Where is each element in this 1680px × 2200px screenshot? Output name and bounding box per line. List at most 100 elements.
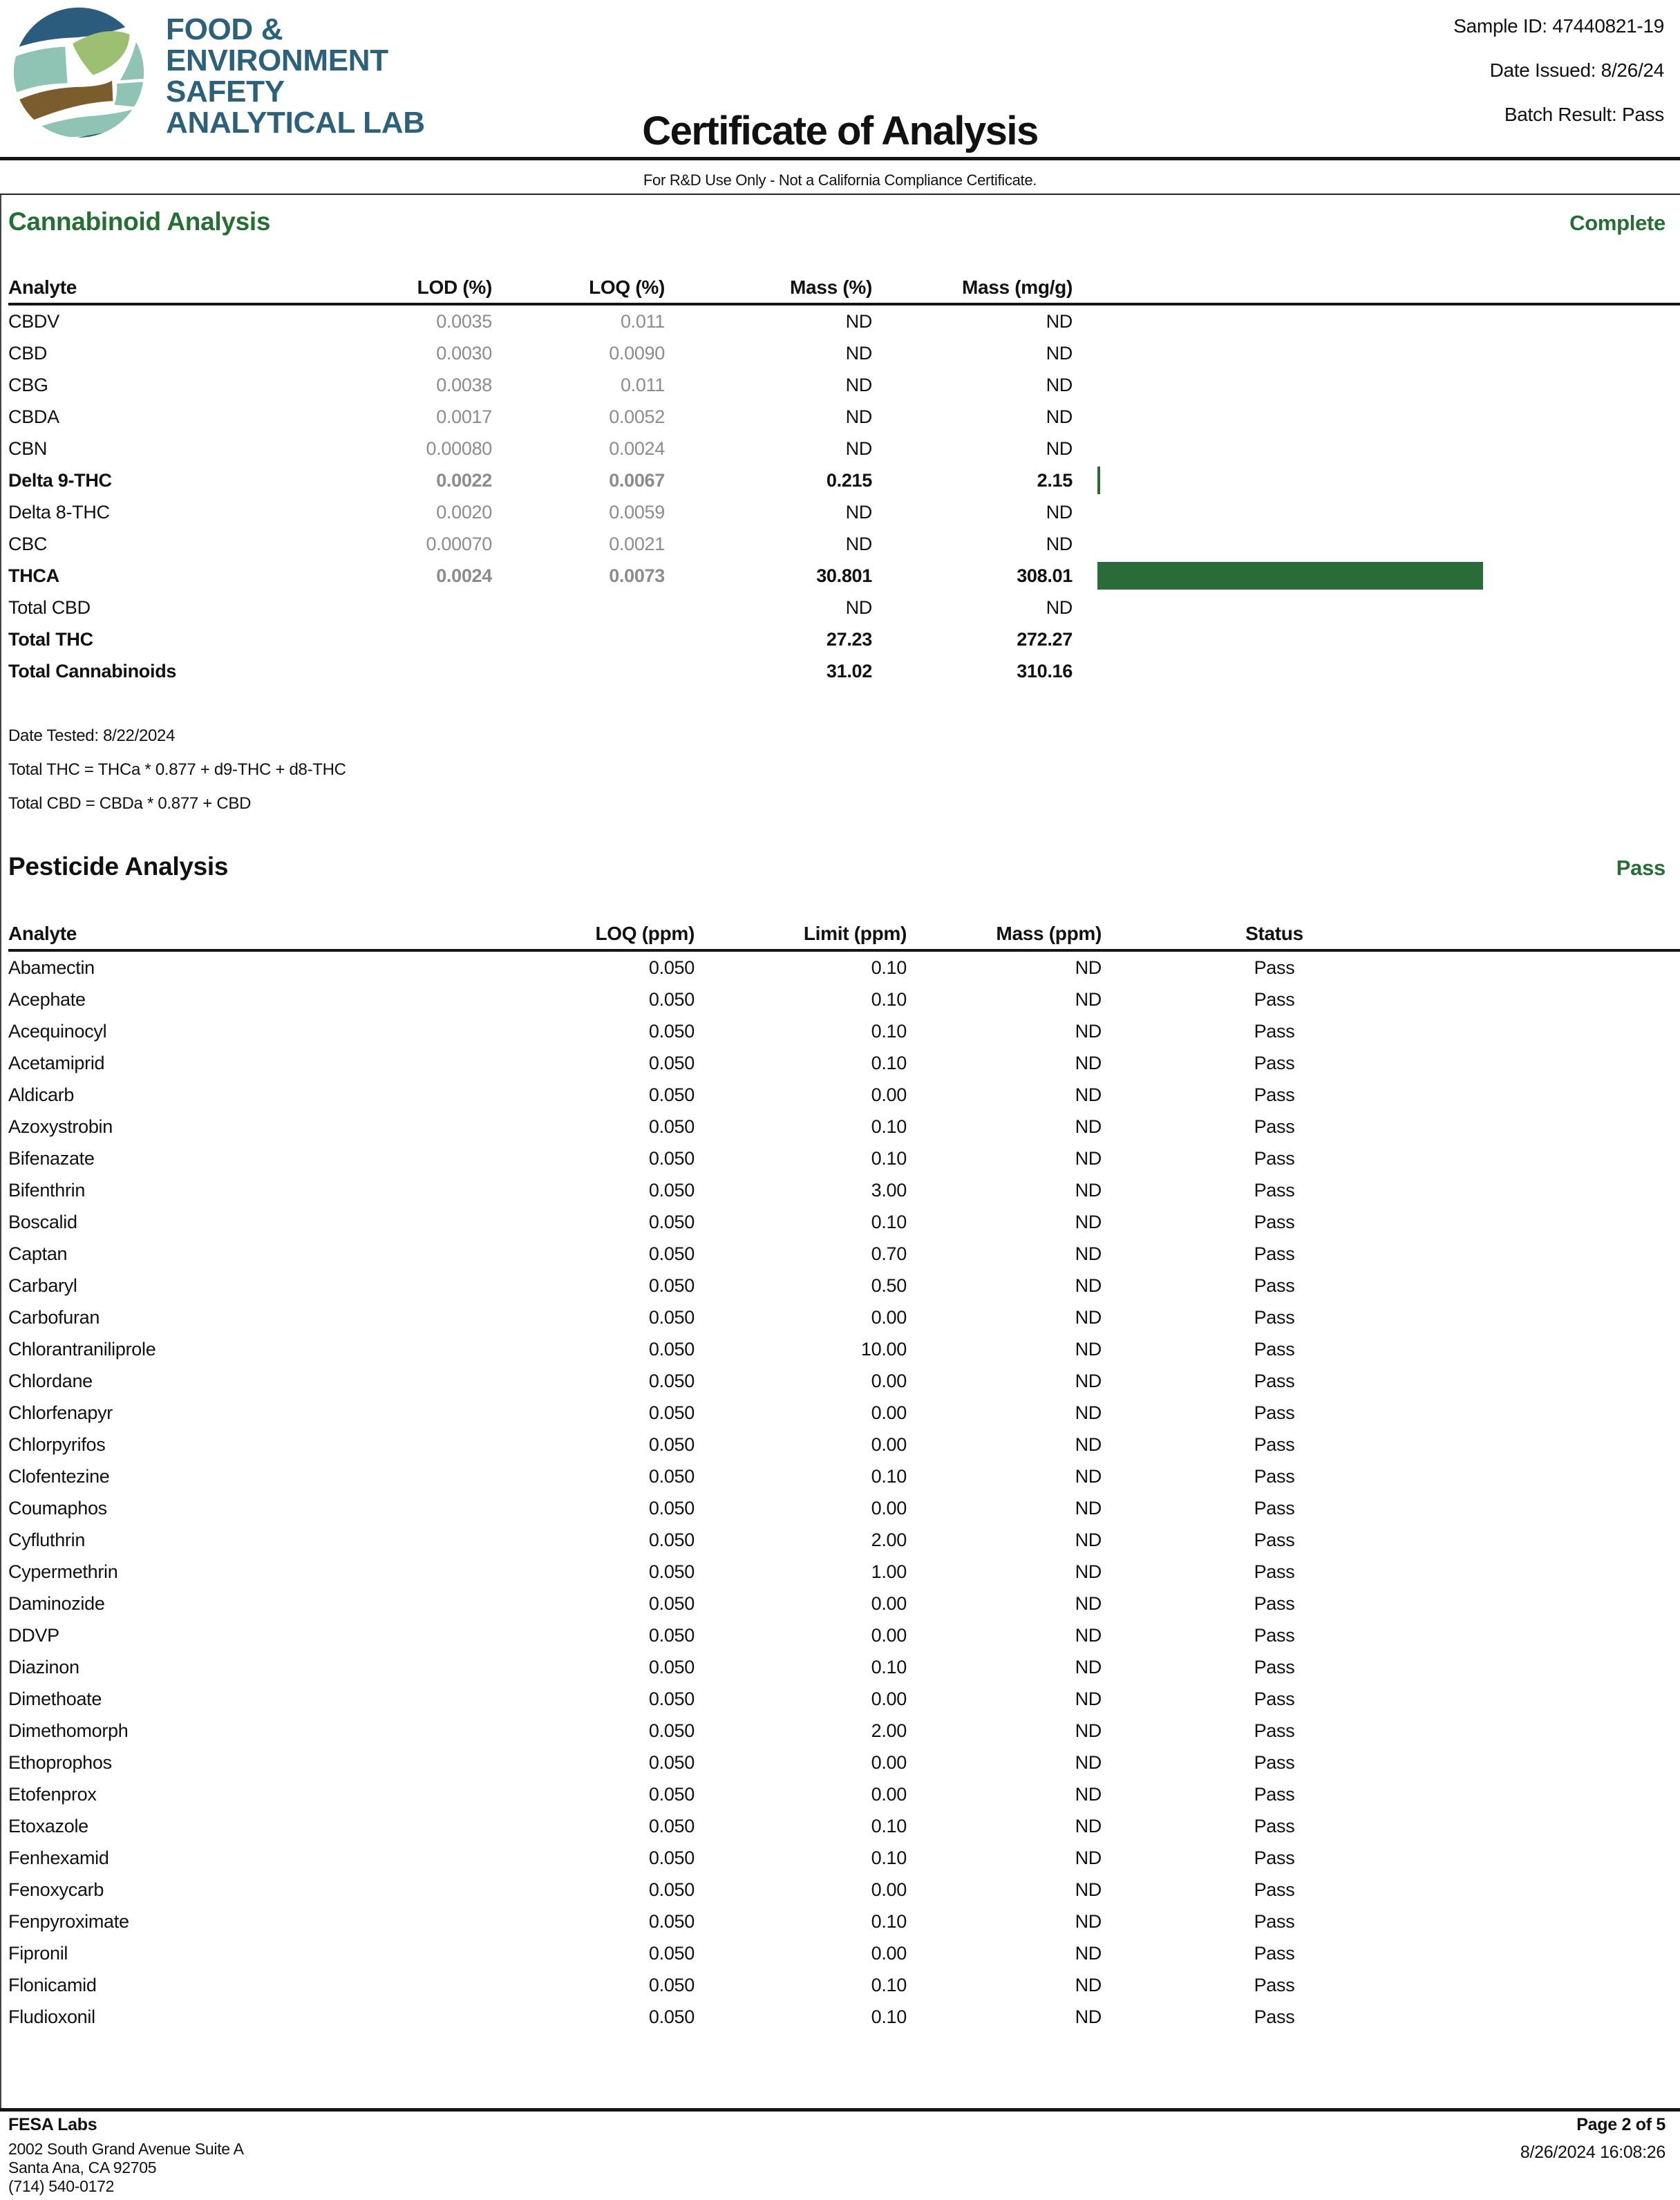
loq-cell: 0.050 — [648, 1656, 695, 1677]
limit-cell: 0.70 — [871, 1243, 907, 1264]
page-info-block: Page 2 of 5 8/26/2024 16:08:26 — [1520, 2115, 1665, 2163]
filler-cell — [1447, 1747, 1680, 1778]
loq-cell: 0.050 — [648, 1243, 695, 1264]
pesticide-row: Bifenazate 0.050 0.10 ND Pass — [8, 1143, 1680, 1174]
mass-cell: ND — [1075, 1751, 1102, 1773]
loq-cell: 0.050 — [648, 1910, 695, 1932]
filler-cell — [1447, 1270, 1680, 1301]
mass-cell: ND — [1075, 1020, 1102, 1042]
mass-pct-cell: ND — [845, 438, 873, 459]
disclaimer-text: For R&D Use Only - Not a California Comp… — [0, 160, 1680, 195]
pesticide-row: Acequinocyl 0.050 0.10 ND Pass — [8, 1015, 1680, 1047]
analyte-cell: Acetamiprid — [8, 1052, 105, 1073]
status-cell: Pass — [1254, 1910, 1295, 1932]
loq-cell: 0.050 — [648, 1147, 695, 1169]
mass-pct-cell: 30.801 — [816, 565, 872, 586]
limit-cell: 0.00 — [871, 1402, 907, 1423]
lab-address-line2: Santa Ana, CA 92705 — [8, 2159, 157, 2177]
date-issued: Date Issued: 8/26/24 — [1489, 59, 1665, 81]
status-cell: Pass — [1254, 1211, 1295, 1232]
loq-cell: 0.050 — [648, 1720, 695, 1741]
status-cell: Pass — [1254, 1688, 1295, 1709]
loq-cell — [492, 655, 665, 687]
pesticide-row: Chlorantraniliprole 0.050 10.00 ND Pass — [8, 1333, 1680, 1365]
total-cbd-formula: Total CBD = CBDa * 0.877 + CBD — [8, 794, 252, 813]
pesticide-row: Coumaphos 0.050 0.00 ND Pass — [8, 1492, 1680, 1524]
cannabinoid-header-row: Analyte LOD (%) LOQ (%) Mass (%) Mass (m… — [8, 268, 1680, 304]
lab-website: www.fesalabs.com — [8, 2196, 244, 2199]
filler-cell — [1447, 1333, 1680, 1365]
analyte-cell: Ethoprophos — [8, 1751, 112, 1773]
limit-cell: 0.10 — [871, 1656, 907, 1677]
status-cell: Pass — [1254, 1720, 1295, 1741]
loq-cell: 0.011 — [620, 374, 665, 395]
mass-cell: ND — [1075, 1116, 1102, 1137]
pesticide-row: Fenpyroximate 0.050 0.10 ND Pass — [8, 1906, 1680, 1937]
analyte-cell: CBG — [8, 374, 48, 395]
status-cell: Pass — [1254, 1020, 1295, 1042]
loq-cell: 0.050 — [648, 1815, 695, 1836]
status-cell: Pass — [1254, 1243, 1295, 1264]
limit-cell: 0.00 — [871, 1370, 907, 1391]
pesticide-row: Etofenprox 0.050 0.00 ND Pass — [8, 1778, 1680, 1810]
analyte-cell: Fenhexamid — [8, 1847, 109, 1868]
status-cell: Pass — [1254, 1147, 1295, 1169]
mass-bar-cell — [1073, 304, 1680, 337]
loq-cell: 0.050 — [648, 1179, 695, 1201]
limit-cell: 0.00 — [871, 1306, 907, 1328]
lab-logo-icon — [13, 7, 144, 138]
mass-cell: ND — [1075, 1974, 1102, 1995]
mass-cell: ND — [1075, 1910, 1102, 1932]
filler-cell — [1447, 1429, 1680, 1460]
pesticide-header-row: Analyte LOQ (ppm) Limit (ppm) Mass (ppm)… — [8, 914, 1680, 950]
mass-cell: ND — [1075, 1688, 1102, 1709]
filler-cell — [1447, 1906, 1680, 1937]
analyte-cell: Dimethomorph — [8, 1720, 129, 1741]
filler-cell — [1447, 1778, 1680, 1810]
cannabinoid-row: Total Cannabinoids 31.02 310.16 — [8, 655, 1680, 687]
cannabinoid-row: CBDA 0.0017 0.0052 ND ND — [8, 401, 1680, 433]
limit-cell: 0.00 — [871, 1783, 907, 1805]
analyte-cell: Fludioxonil — [8, 2006, 95, 2027]
analyte-cell: Azoxystrobin — [8, 1116, 113, 1137]
loq-cell: 0.050 — [648, 1370, 695, 1391]
status-cell: Pass — [1254, 1592, 1295, 1614]
filler-cell — [1447, 1715, 1680, 1747]
analyte-cell: Fipronil — [8, 1942, 68, 1964]
mass-pct-cell: 0.215 — [826, 469, 872, 491]
limit-cell: 0.00 — [871, 1592, 907, 1614]
status-cell: Pass — [1254, 1656, 1295, 1677]
status-cell: Pass — [1254, 1815, 1295, 1836]
lod-cell: 0.0017 — [436, 406, 492, 427]
analyte-cell: Captan — [8, 1243, 68, 1264]
limit-cell: 0.10 — [871, 1847, 907, 1868]
mass-cell: ND — [1075, 1306, 1102, 1328]
loq-cell: 0.050 — [648, 1116, 695, 1137]
cannabinoid-row: CBN 0.00080 0.0024 ND ND — [8, 433, 1680, 464]
total-thc-formula: Total THC = THCa * 0.877 + d9-THC + d8-T… — [8, 760, 346, 779]
col-analyte: Analyte — [8, 923, 77, 944]
loq-cell: 0.050 — [648, 1783, 695, 1805]
analyte-cell: Fenoxycarb — [8, 1879, 104, 1900]
loq-cell: 0.050 — [648, 2006, 695, 2027]
loq-cell: 0.050 — [648, 1688, 695, 1709]
mass-pct-cell: ND — [845, 596, 873, 618]
cannabinoid-notes: Date Tested: 8/22/2024 Total THC = THCa … — [8, 719, 1680, 820]
analyte-cell: Total THC — [8, 628, 93, 650]
pesticide-row: Fipronil 0.050 0.00 ND Pass — [8, 1937, 1680, 1969]
header: FOOD & ENVIRONMENT SAFETY ANALYTICAL LAB… — [0, 0, 1680, 160]
lab-logo-wordmark: FOOD & ENVIRONMENT SAFETY ANALYTICAL LAB — [166, 12, 425, 140]
mass-cell: ND — [1075, 1783, 1102, 1805]
mass-mg-cell: ND — [1046, 533, 1073, 554]
pesticide-row: Fludioxonil 0.050 0.10 ND Pass — [8, 2001, 1680, 2033]
limit-cell: 0.10 — [871, 1910, 907, 1932]
pesticide-row: Ethoprophos 0.050 0.00 ND Pass — [8, 1747, 1680, 1778]
mass-cell: ND — [1075, 1211, 1102, 1232]
mass-bar — [1097, 562, 1483, 590]
pesticide-row: Etoxazole 0.050 0.10 ND Pass — [8, 1810, 1680, 1842]
mass-mg-cell: ND — [1046, 438, 1073, 459]
mass-bar-cell — [1073, 560, 1680, 592]
analyte-cell: Bifenthrin — [8, 1179, 86, 1201]
col-mass-ppm: Mass (ppm) — [996, 923, 1102, 944]
limit-cell: 0.00 — [871, 1433, 907, 1455]
